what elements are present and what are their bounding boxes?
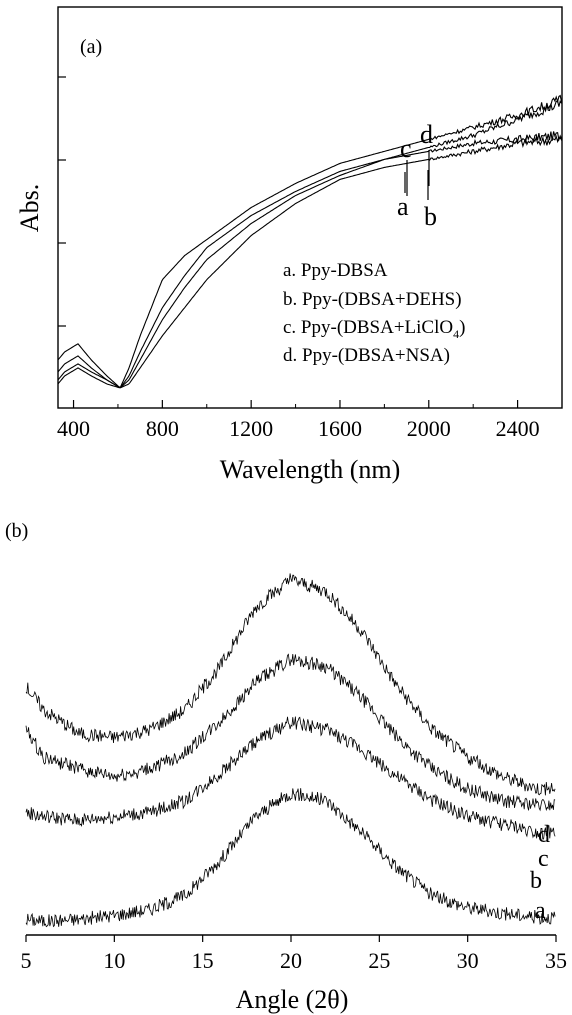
series-b-line xyxy=(57,134,563,389)
x-tick-label: 30 xyxy=(457,948,479,973)
panel-a-legend: a. Ppy-DBSA b. Ppy-(DBSA+DEHS) c. Ppy-(D… xyxy=(283,260,465,366)
x-tick-label: 15 xyxy=(192,948,214,973)
panel-a-y-ticks xyxy=(58,76,66,327)
x-tick-label: 10 xyxy=(103,948,125,973)
x-tick-label: 20 xyxy=(280,948,302,973)
curve-label-d-b: d xyxy=(538,822,550,848)
legend-entry-d: d. Ppy-(DBSA+NSA) xyxy=(283,345,450,366)
legend-entry-a: a. Ppy-DBSA xyxy=(283,260,388,281)
series-b-line xyxy=(25,716,556,840)
legend-entry-c-main: c. Ppy-(DBSA+LiClO xyxy=(283,317,453,338)
panel-a-plot-frame xyxy=(57,6,563,409)
series-d-line xyxy=(25,573,556,796)
curve-label-a-b: a xyxy=(535,898,546,924)
x-tick-label: 25 xyxy=(368,948,390,973)
panel-a-y-axis-label: Abs. xyxy=(15,184,44,232)
curve-label-c-b: c xyxy=(538,846,549,872)
panel-b-label: (b) xyxy=(5,520,28,542)
curve-label-b: b xyxy=(424,202,437,231)
curve-label-a: a xyxy=(397,192,409,221)
x-tick-label: 1600 xyxy=(318,416,362,441)
series-a-line xyxy=(25,788,556,928)
panel-b-series-group xyxy=(25,573,556,928)
panel-b-x-ticks: 5 10 15 20 25 30 35 xyxy=(21,935,567,973)
legend-entry-c-suffix: ) xyxy=(459,317,465,338)
x-tick-label: 5 xyxy=(21,948,32,973)
x-tick-label: 800 xyxy=(146,416,179,441)
legend-entry-c-subscript: 4 xyxy=(453,327,459,341)
series-c-line xyxy=(57,99,563,388)
curve-label-d: d xyxy=(420,120,433,149)
panel-b-x-axis-label: Angle (2θ) xyxy=(236,985,349,1014)
x-tick-label: 2000 xyxy=(407,416,451,441)
panel-a-series-group xyxy=(57,94,563,389)
x-tick-label: 1200 xyxy=(229,416,273,441)
x-tick-label: 35 xyxy=(545,948,567,973)
panel-a-x-ticks: 400 800 1200 1600 2000 2400 xyxy=(57,400,540,441)
legend-entry-c: c. Ppy-(DBSA+LiClO4) xyxy=(283,317,465,341)
x-tick-label: 400 xyxy=(57,416,90,441)
x-tick-label: 2400 xyxy=(496,416,540,441)
series-d-line xyxy=(57,94,563,388)
panel-b-xrd-chart: (b) 5 10 15 20 25 30 35 Angle (2θ) d c b a xyxy=(5,520,567,1014)
panel-a-uv-vis-chart: (a) Abs. Wavelength (nm) 400 800 1200 1600 2… xyxy=(15,6,563,484)
series-a-line xyxy=(57,131,563,389)
curve-label-c: c xyxy=(400,134,412,163)
curve-label-b-b: b xyxy=(530,868,542,894)
panel-a-x-axis-label: Wavelength (nm) xyxy=(220,455,401,484)
legend-entry-b: b. Ppy-(DBSA+DEHS) xyxy=(283,289,462,310)
series-c-line xyxy=(25,653,556,812)
panel-a-label: (a) xyxy=(80,36,102,58)
